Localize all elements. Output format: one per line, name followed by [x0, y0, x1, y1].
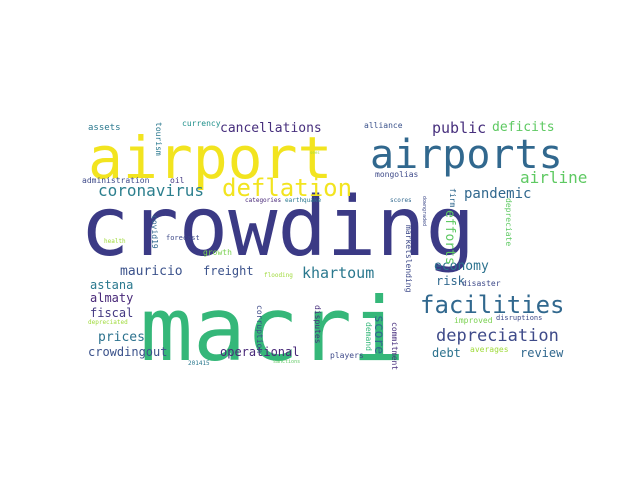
- word-crowding: crowding: [80, 180, 475, 275]
- word-flooding: flooding: [264, 272, 293, 279]
- word-depreciated: depreciated: [88, 319, 128, 326]
- word-forecast: forecast: [166, 234, 200, 242]
- word-improved: improved: [454, 316, 493, 325]
- word-oil: oil: [170, 176, 185, 185]
- word-khartoum: khartoum: [302, 264, 374, 282]
- word-sees: sees: [310, 150, 320, 155]
- word-covid19: covid19: [150, 215, 159, 249]
- word-scores: scores: [390, 197, 412, 204]
- word-review: review: [520, 346, 564, 360]
- word-prices: prices: [98, 330, 145, 345]
- word-airline: airline: [520, 168, 587, 187]
- word-demand: demand: [364, 322, 373, 351]
- word-disaster: disaster: [462, 279, 501, 288]
- word-fiscal: fiscal: [90, 306, 133, 320]
- word-economy: economy: [434, 259, 489, 274]
- word-disruptions: disruptions: [496, 314, 542, 322]
- word-sanctions: sanctions: [273, 359, 300, 365]
- word-coronavirus: coronavirus: [98, 181, 204, 200]
- word-deficits: deficits: [492, 120, 555, 135]
- word-depreciation: depreciation: [436, 326, 559, 346]
- word-alliance: alliance: [364, 121, 403, 130]
- word-disputes: disputes: [313, 305, 322, 344]
- word-astana: astana: [90, 278, 133, 292]
- word-currency: currency: [182, 119, 221, 128]
- word-categories: categories: [245, 197, 282, 204]
- word-mauricio: mauricio: [120, 264, 183, 279]
- word-public: public: [432, 119, 486, 137]
- word-players: players: [330, 351, 364, 360]
- word-corruption: corruption: [255, 305, 264, 353]
- word-commitment: commitment: [390, 322, 399, 370]
- word-freight: freight: [203, 264, 254, 278]
- word-airport: airport: [88, 124, 332, 192]
- word-score: score: [371, 315, 386, 354]
- word-firm: firm: [448, 188, 457, 207]
- word-earthquake: earthquake: [285, 197, 322, 204]
- word-almaty: almaty: [90, 291, 133, 305]
- word-cancellations: cancellations: [220, 121, 322, 136]
- word-airports: airports: [370, 132, 563, 178]
- word-health: health: [104, 238, 126, 245]
- word-risk: risk: [436, 274, 466, 288]
- word-mongolias: mongolias: [375, 170, 419, 179]
- word-deflation: deflation: [222, 174, 352, 202]
- word-assets: assets: [88, 123, 121, 133]
- word-depreciate: depreciate: [504, 198, 513, 246]
- word-crowdingout: crowdingout: [88, 345, 167, 359]
- word-operational: operational: [220, 345, 299, 359]
- word-201415: 201415: [188, 360, 210, 367]
- word-pandemic: pandemic: [464, 186, 531, 202]
- word-facilities: facilities: [420, 291, 565, 319]
- word-tourism: tourism: [154, 122, 163, 156]
- word-marketslending: marketslending: [404, 225, 413, 293]
- word-debt: debt: [432, 346, 461, 360]
- word-administration: administration: [82, 176, 150, 185]
- word-growth: growth: [203, 248, 232, 257]
- word-macri: macri: [140, 278, 405, 381]
- word-efforts: efforts: [442, 210, 457, 265]
- word-averages: averages: [470, 345, 509, 354]
- word-downgraded: downgraded: [421, 196, 427, 226]
